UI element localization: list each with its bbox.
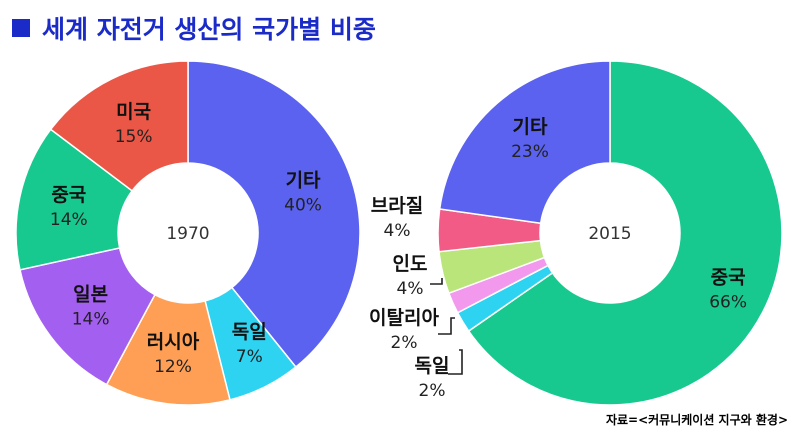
slice-일본 — [19, 247, 156, 386]
slice-미국 — [49, 60, 189, 192]
slice-label-독일: 독일 — [415, 355, 450, 377]
title-square-icon — [12, 19, 30, 37]
slice-label-일본: 일본 — [73, 284, 108, 306]
leader-line-이탈리아 — [438, 317, 455, 335]
slice-value-기타: 40% — [284, 195, 322, 215]
slice-value-일본: 14% — [72, 310, 110, 330]
slice-label-독일: 독일 — [232, 321, 267, 343]
center-label-2015: 2015 — [588, 224, 631, 244]
slice-기타 — [187, 60, 361, 369]
slice-기타 — [438, 60, 611, 225]
slice-label-인도: 인도 — [393, 253, 428, 275]
slice-value-기타: 23% — [511, 142, 549, 162]
slice-value-중국: 14% — [50, 210, 88, 230]
slice-value-독일: 7% — [236, 347, 263, 367]
slice-value-인도: 4% — [397, 279, 424, 299]
leader-line-인도 — [430, 278, 443, 285]
page-title: 세계 자전거 생산의 국가별 비중 — [42, 15, 376, 44]
slice-중국 — [15, 128, 134, 271]
slice-label-중국: 중국 — [711, 267, 746, 289]
slice-중국 — [467, 60, 783, 406]
slice-value-독일: 2% — [419, 381, 446, 401]
donut-chart-1970: 기타 40% 독일 7% 러시아 12% 일본 14% 중국 14% 미국 15% 1970 — [15, 60, 361, 406]
slice-label-이탈리아: 이탈리아 — [369, 307, 439, 329]
slice-label-중국: 중국 — [51, 184, 86, 206]
slice-value-러시아: 12% — [154, 357, 192, 377]
slice-value-중국: 66% — [709, 293, 747, 313]
title-bar: 세계 자전거 생산의 국가별 비중 — [12, 8, 376, 48]
slice-value-브라질: 4% — [384, 221, 411, 241]
slice-label-미국: 미국 — [116, 101, 151, 123]
slice-value-이탈리아: 2% — [391, 333, 418, 353]
slice-label-기타: 기타 — [286, 169, 321, 191]
slice-label-기타: 기타 — [512, 116, 547, 138]
source-note: 자료=<커뮤니케이션 지구와 환경> — [605, 413, 788, 427]
leader-line-독일 — [448, 349, 463, 375]
center-label-1970: 1970 — [166, 224, 209, 244]
slice-value-미국: 15% — [115, 127, 153, 147]
slice-label-브라질: 브라질 — [371, 195, 423, 217]
slice-label-러시아: 러시아 — [147, 331, 200, 353]
